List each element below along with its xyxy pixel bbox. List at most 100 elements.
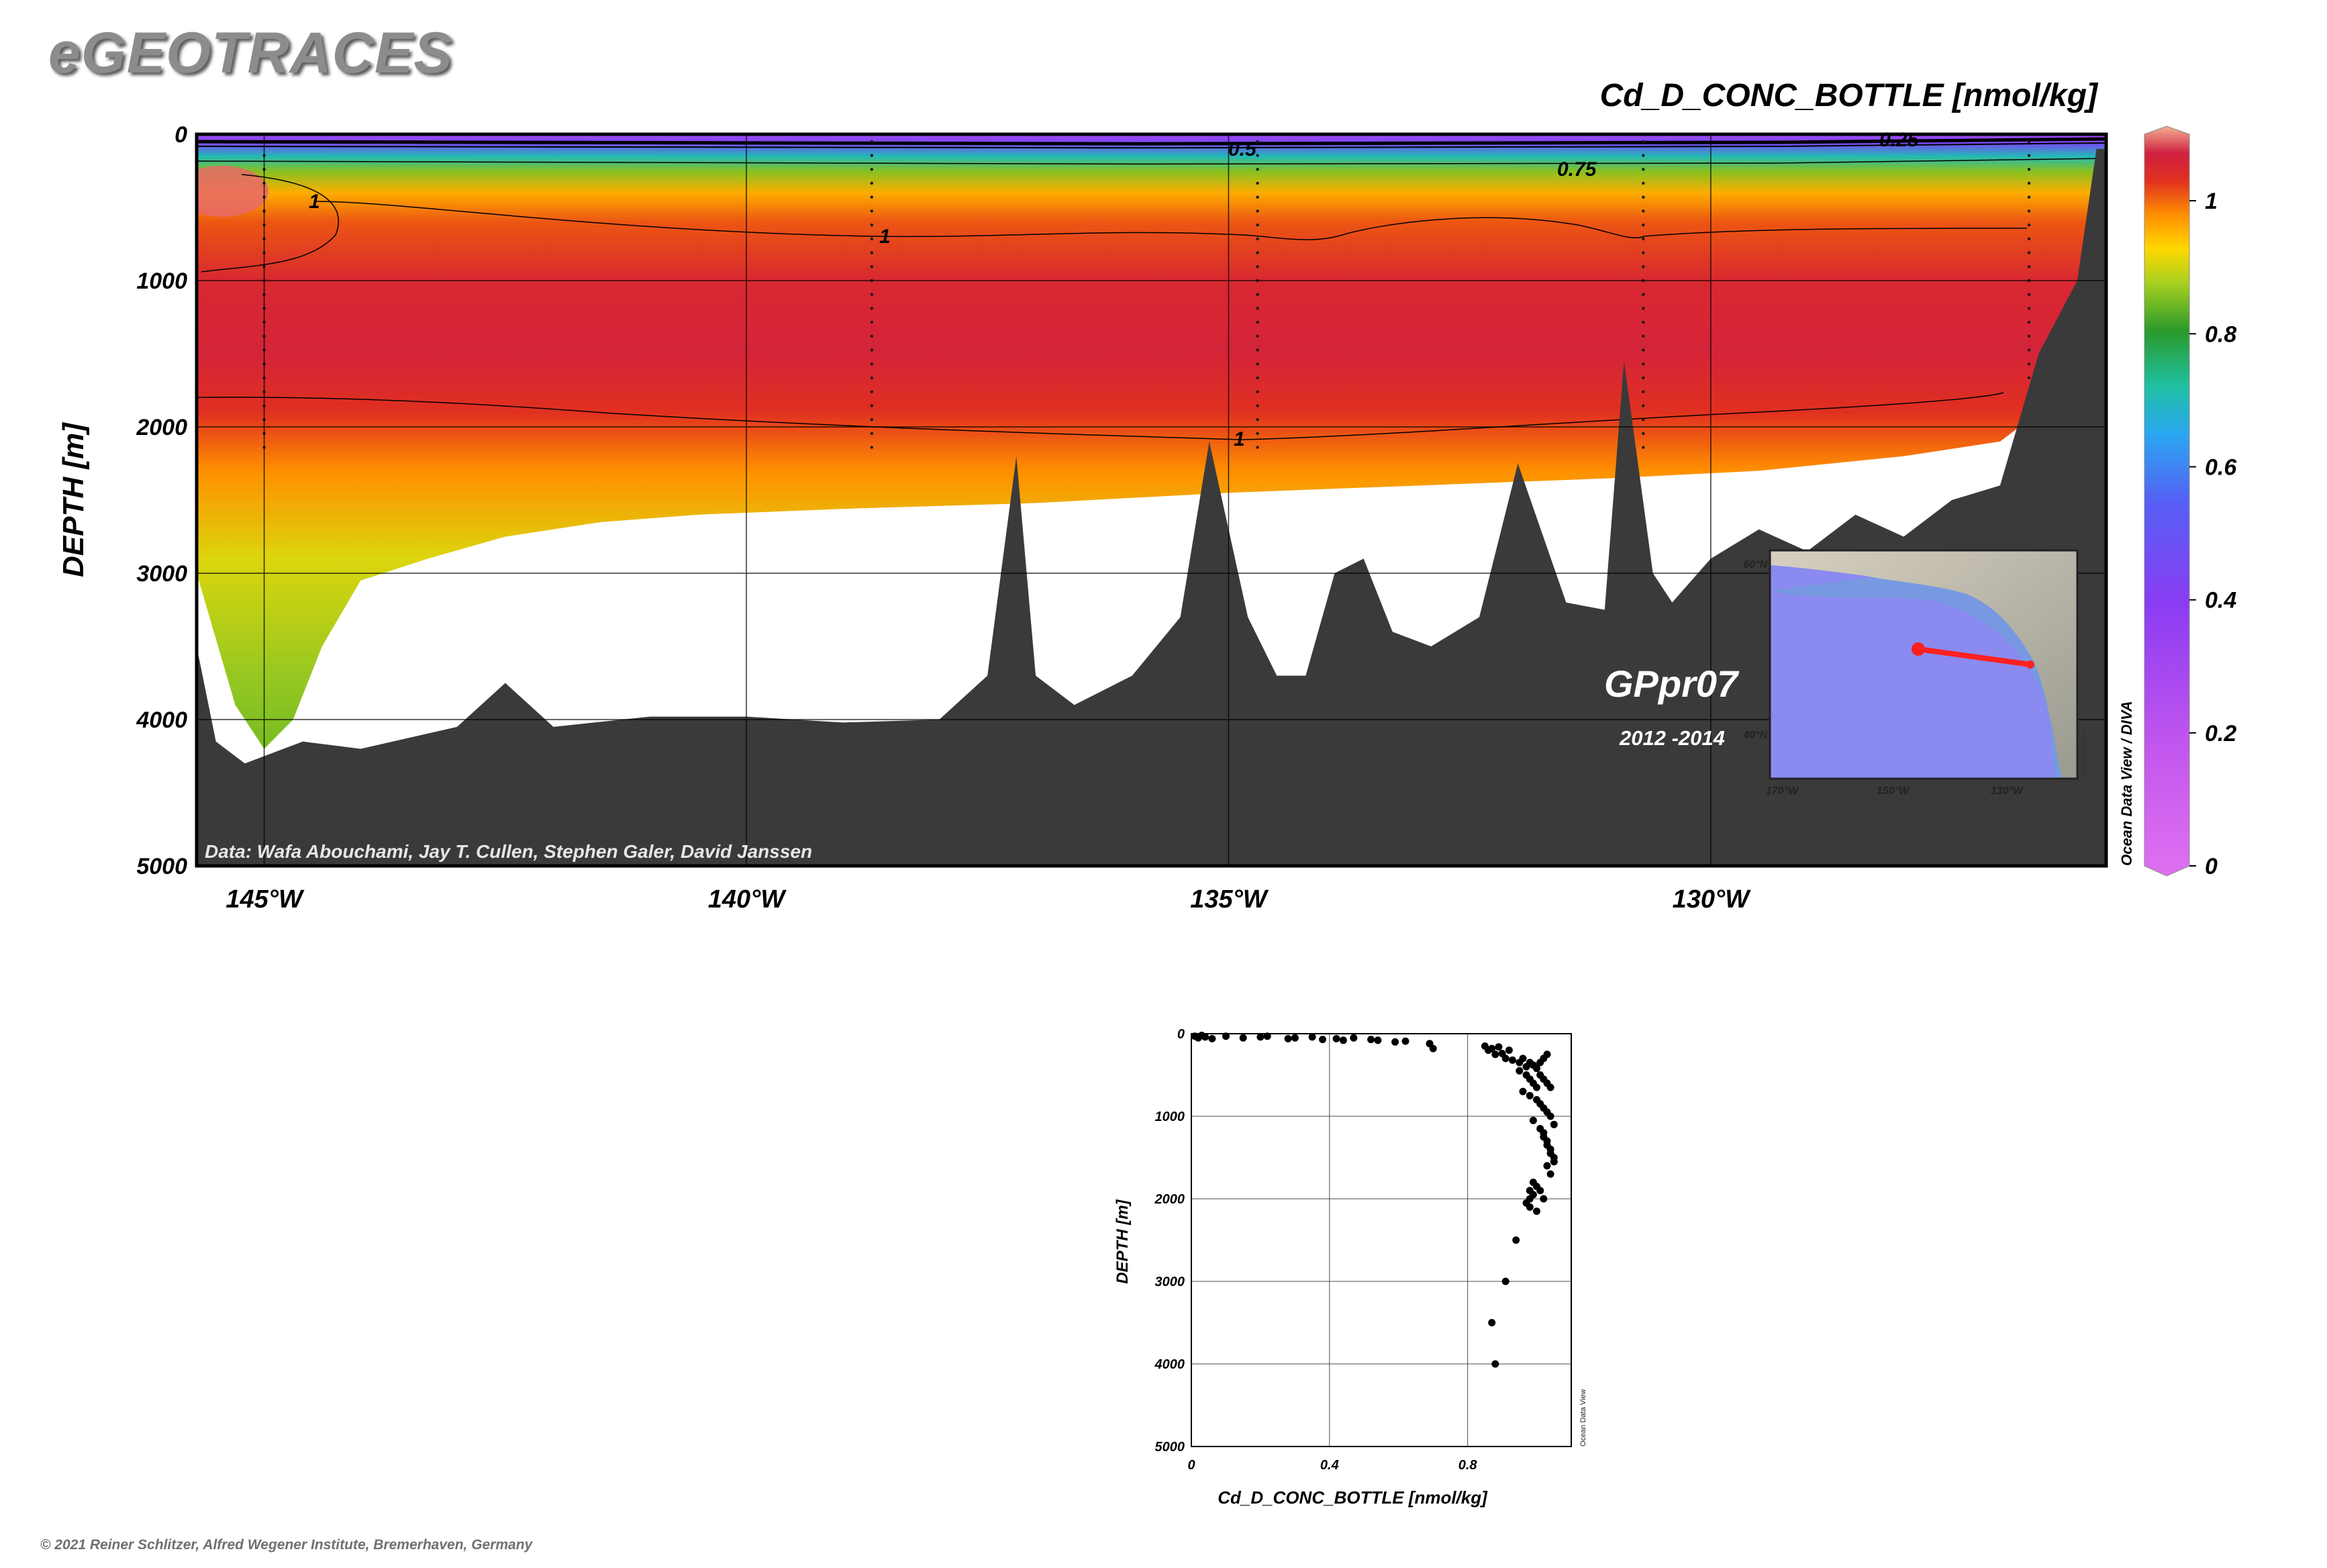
copyright: © 2021 Reiner Schlitzer, Alfred Wegener … [40,1537,533,1553]
colorbar-tick-label: 0.6 [2205,454,2237,480]
station-sample [2027,334,2031,338]
station-sample [870,418,874,422]
profile-x-tick: 0.4 [1320,1458,1339,1473]
station-sample [2027,168,2031,171]
section-y-ticks: 0 1000 2000 3000 4000 5000 [136,122,187,879]
profile-point [1284,1034,1292,1042]
profile-point [1512,1236,1520,1244]
station-sample [1642,376,1645,380]
profile-point [1519,1055,1527,1063]
station-sample [870,140,874,144]
profile-y-tick: 1000 [1155,1110,1185,1124]
station-sample [1256,376,1259,380]
station-sample [1642,195,1645,199]
station-sample [1256,237,1259,241]
station-sample [1256,265,1259,268]
section-y-tick: 0 [175,122,187,148]
station-sample [870,154,874,157]
colorbar-body [2144,126,2190,877]
station-sample [870,181,874,185]
station-sample [1642,181,1645,185]
colorbar-tick-label: 0.4 [2205,588,2236,614]
section-y-axis-label: DEPTH [m] [57,422,90,577]
profile-point [1491,1360,1499,1368]
station-sample [2027,265,2031,268]
profile-point [1501,1055,1509,1063]
section-hotspot [197,166,268,217]
contour-label-1-b: 1 [879,226,891,248]
profile-point [1526,1203,1534,1211]
station-sample [1256,404,1259,407]
station-sample [1256,320,1259,324]
profile-point [1536,1187,1544,1195]
station-sample [2027,376,2031,380]
seafloor [197,148,2106,866]
profile-point [1509,1056,1516,1064]
section-x-tick: 140°W [708,885,787,914]
inset-section-end [2026,660,2034,669]
section-y-tick: 2000 [136,415,187,440]
station-sample [870,168,874,171]
profile-point [1263,1032,1271,1040]
station-sample [1256,195,1259,199]
profile-point [1543,1141,1551,1149]
brand-logo: eGEOTRACES [48,21,453,85]
station-sample [870,195,874,199]
station-sample [2027,181,2031,185]
station-sample [870,251,874,254]
station-sample [870,307,874,310]
section-x-tick: 135°W [1190,885,1269,914]
section-frame [195,132,2108,868]
profile-point [1526,1091,1534,1099]
station-sample [1642,362,1645,366]
profile-y-axis-label: DEPTH [m] [1113,1199,1132,1283]
profile-y-tick: 3000 [1155,1275,1185,1289]
inset-section-start [1912,642,1925,656]
inset-lat-40: 40°N [1742,730,1767,741]
station-sample [1642,237,1645,241]
profile-point [1501,1277,1509,1285]
profile-point [1495,1043,1503,1051]
station-sample [2027,320,2031,324]
station-sample [870,320,874,324]
station-sample [1256,168,1259,171]
station-sample [870,224,874,227]
station-sample [1642,224,1645,227]
station-sample [2027,154,2031,157]
station-sample [870,334,874,338]
station-sample [1642,404,1645,407]
profile-y-tick: 2000 [1154,1192,1185,1207]
station-sample [1642,140,1645,144]
station-sample [1256,390,1259,393]
profile-point [1546,1170,1554,1178]
station-sample [1256,432,1259,435]
colorbar-tick-label: 1 [2205,189,2218,214]
profile-frame [1191,1033,1572,1447]
station-sample [1642,307,1645,310]
profile-point [1550,1158,1558,1166]
cruise-label: GPpr07 [1604,663,1740,705]
profile-y-tick: 0 [1177,1027,1185,1042]
station-sample [2027,293,2031,296]
profile-point [1319,1036,1326,1044]
station-sample [870,348,874,352]
station-sample [1256,362,1259,366]
station-sample [1256,418,1259,422]
contour-1-upper [201,174,2028,273]
station-sample [870,237,874,241]
profile-point [1339,1036,1347,1044]
profile-x-axis-label: Cd_D_CONC_BOTTLE [nmol/kg] [1218,1487,1488,1508]
station-sample [1642,265,1645,268]
section-x-ticks: 145°W 140°W 135°W 130°W [226,885,1751,914]
station-sample [2027,140,2031,144]
inset-lon-170: 170°W [1766,785,1799,797]
station-sample [870,432,874,435]
inset-side-label: Ocean Data View [2080,732,2087,779]
inset-lon-130: 130°W [1991,785,2024,797]
station-sample [2027,251,2031,254]
profile-point [1550,1120,1558,1128]
section-x-tick: 145°W [226,885,305,914]
station-sample [1642,320,1645,324]
station-sample [1256,348,1259,352]
profile-plot: 0 1000 2000 3000 4000 5000 0 0.4 0.8 Cd_D_CONC_… [1113,1027,1587,1508]
